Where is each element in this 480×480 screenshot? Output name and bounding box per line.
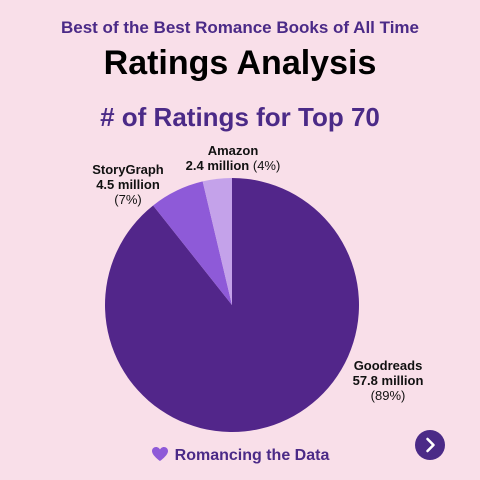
chart-title: # of Ratings for Top 70 — [100, 102, 380, 132]
label-goodreads: Goodreads 57.8 million (89%) — [338, 358, 438, 403]
next-button[interactable] — [415, 430, 445, 460]
pie-slice-goodreads — [105, 178, 360, 432]
label-amazon-value: 2.4 million — [185, 158, 250, 173]
label-goodreads-pct: (89%) — [370, 388, 406, 403]
label-goodreads-value: 57.8 million — [352, 373, 424, 388]
label-amazon-pct: (4%) — [252, 158, 281, 173]
label-amazon-name: Amazon — [207, 143, 259, 158]
label-goodreads-name: Goodreads — [353, 358, 423, 373]
label-amazon: Amazon 2.4 million (4%) — [178, 143, 288, 173]
label-storygraph: StoryGraph 4.5 million (7%) — [78, 162, 178, 207]
label-storygraph-name: StoryGraph — [92, 162, 164, 177]
page-title: Ratings Analysis — [103, 44, 377, 82]
pie-slice-amazon — [202, 177, 232, 305]
heart-icon — [151, 446, 169, 467]
kicker-text: Best of the Best Romance Books of All Ti… — [60, 18, 419, 37]
label-storygraph-pct: (7%) — [114, 192, 142, 207]
brand-name: Romancing the Data — [174, 447, 330, 464]
footer-brand: Romancing the Data — [0, 446, 480, 467]
label-storygraph-value: 4.5 million — [96, 177, 160, 192]
pie-slice-storygraph — [153, 181, 232, 305]
chevron-right-icon — [426, 437, 435, 453]
